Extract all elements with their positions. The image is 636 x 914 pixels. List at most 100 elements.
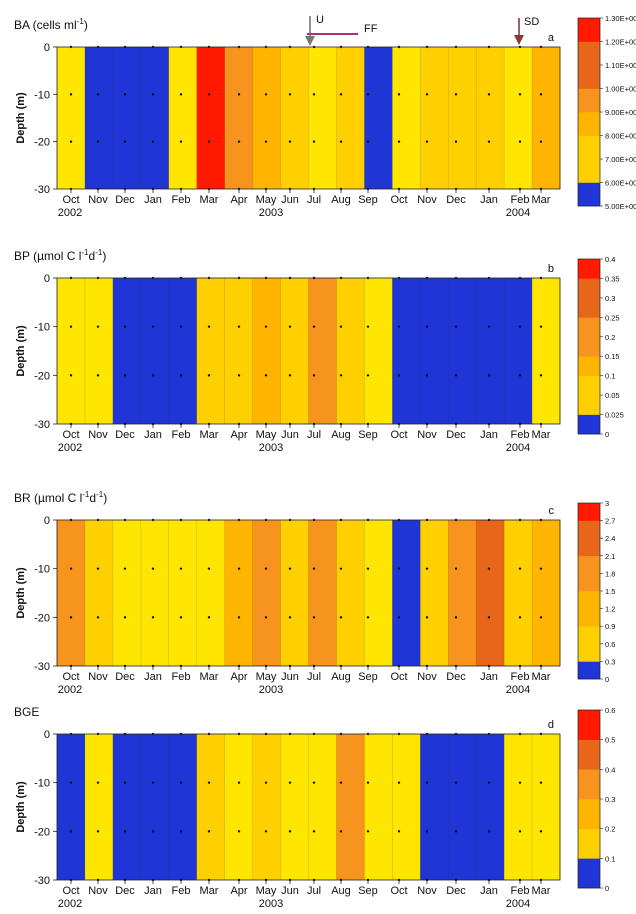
sample-point — [264, 781, 268, 784]
x-tick-label: Feb — [172, 885, 191, 897]
data-band-9 — [280, 520, 309, 666]
x-tick-label: Jul — [307, 671, 321, 683]
data-band-10 — [308, 734, 337, 880]
data-band-17 — [504, 734, 533, 880]
sample-point — [96, 374, 100, 377]
data-band-7 — [224, 520, 254, 666]
colorbar-label: 2.1 — [605, 552, 615, 561]
sample-point — [69, 830, 73, 833]
x-tick-label: Oct — [62, 429, 79, 441]
colorbar-label: 0.2 — [605, 333, 615, 342]
sample-point — [454, 830, 458, 833]
data-band-12 — [364, 47, 393, 189]
colorbar-label: 3 — [605, 499, 609, 508]
sample-point — [237, 93, 241, 96]
data-band-7 — [224, 278, 254, 424]
data-band-1 — [57, 520, 86, 666]
sample-point — [397, 325, 401, 328]
x-tick-label: Feb — [511, 671, 530, 683]
sample-point — [96, 93, 100, 96]
x-tick-label: Feb — [511, 429, 530, 441]
sample-point — [425, 616, 429, 619]
colorbar-label: 0 — [605, 675, 609, 684]
colorbar-label: 0.3 — [605, 657, 615, 666]
colorbar-segment — [578, 520, 600, 539]
colorbar-segment — [578, 182, 600, 207]
sample-point — [69, 374, 73, 377]
data-band-2 — [84, 734, 114, 880]
data-band-18 — [532, 734, 561, 880]
colorbar-label: 7.00E+005 — [605, 155, 636, 164]
sample-point — [179, 616, 183, 619]
sample-point — [339, 140, 343, 143]
sample-point — [151, 374, 155, 377]
sample-point — [237, 325, 241, 328]
sample-point — [179, 374, 183, 377]
colorbar-label: 0.25 — [605, 313, 620, 322]
sample-point — [288, 325, 292, 328]
x-tick-label: Feb — [172, 429, 191, 441]
data-band-10 — [308, 520, 337, 666]
sample-point — [397, 374, 401, 377]
sample-point — [151, 781, 155, 784]
data-band-5 — [168, 520, 198, 666]
colorbar-label: 0 — [605, 884, 609, 893]
colorbar-label: 0.35 — [605, 274, 620, 283]
sample-point — [425, 325, 429, 328]
data-band-9 — [280, 47, 309, 189]
y-tick-label: -10 — [34, 778, 50, 790]
sample-point — [207, 374, 211, 377]
x-tick-label: Jan — [144, 885, 162, 897]
x-tick-label: Nov — [417, 194, 437, 206]
data-band-14 — [420, 47, 449, 189]
panel-letter: d — [548, 719, 554, 731]
plot-frame — [56, 519, 561, 667]
data-band-8 — [252, 520, 282, 666]
year-label: 2004 — [506, 442, 530, 454]
y-tick-label: -20 — [34, 612, 50, 624]
data-band-5 — [168, 734, 198, 880]
sample-point — [397, 567, 401, 570]
colorbar-segment — [578, 112, 600, 136]
colorbar-segment — [578, 356, 600, 376]
y-tick-label: -30 — [34, 661, 50, 673]
sample-point — [425, 93, 429, 96]
panel-letter: a — [548, 32, 555, 44]
x-tick-label: Jul — [307, 885, 321, 897]
sample-point — [179, 93, 183, 96]
colorbar-label: 1.00E+006 — [605, 85, 636, 94]
colorbar-label: 2.7 — [605, 517, 615, 526]
x-tick-label: Jan — [480, 194, 498, 206]
x-tick-label: Oct — [62, 194, 79, 206]
title-text: d — [89, 249, 96, 263]
sample-point — [518, 325, 522, 328]
colorbar-label: 1.5 — [605, 587, 615, 596]
colorbar-label: 0.4 — [605, 255, 615, 264]
x-tick-label: Nov — [88, 429, 108, 441]
colorbar-label: 1.2 — [605, 605, 615, 614]
colorbar-segment — [578, 799, 600, 829]
panel-letter: c — [549, 505, 555, 517]
x-tick-label: Jan — [480, 429, 498, 441]
sample-point — [454, 325, 458, 328]
colorbar-label: 0.05 — [605, 391, 620, 400]
colorbar-segment — [578, 259, 600, 279]
colorbar-label: 0 — [605, 430, 609, 439]
title-text: BR (µmol C l — [14, 491, 82, 505]
colorbar-segment — [578, 414, 600, 435]
sample-point — [366, 781, 370, 784]
data-band-18 — [532, 520, 561, 666]
data-band-14 — [420, 734, 449, 880]
data-band-3 — [112, 278, 142, 424]
sd-label: SD — [524, 16, 539, 28]
x-tick-label: Feb — [511, 194, 530, 206]
x-tick-label: Sep — [358, 194, 378, 206]
y-axis-label: Depth (m) — [15, 92, 27, 144]
sample-point — [151, 140, 155, 143]
y-tick-label: -20 — [34, 826, 50, 838]
x-tick-label: Aug — [331, 194, 351, 206]
colorbar-label: 0.5 — [605, 736, 615, 745]
data-band-14 — [420, 278, 449, 424]
